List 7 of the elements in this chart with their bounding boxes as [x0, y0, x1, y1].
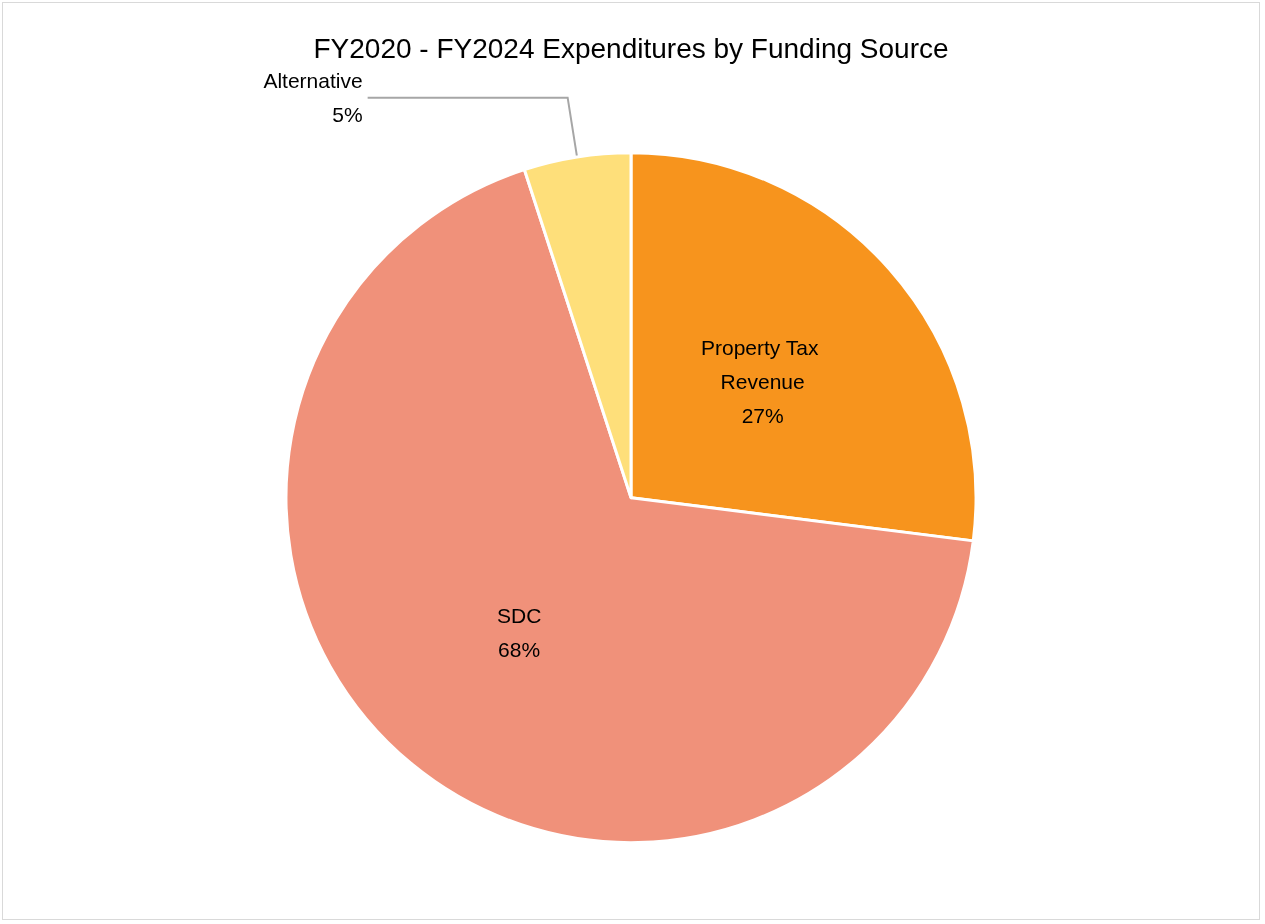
slice-label: Alternative: [263, 69, 363, 93]
data-label: 68%: [498, 638, 541, 662]
slice-label: SDC: [496, 604, 542, 628]
data-label: 27%: [741, 404, 784, 428]
data-label: 5%: [332, 103, 363, 127]
chart-title: FY2020 - FY2024 Expenditures by Funding Source: [313, 32, 949, 64]
slice-label: Property Tax Revenue: [700, 336, 825, 394]
